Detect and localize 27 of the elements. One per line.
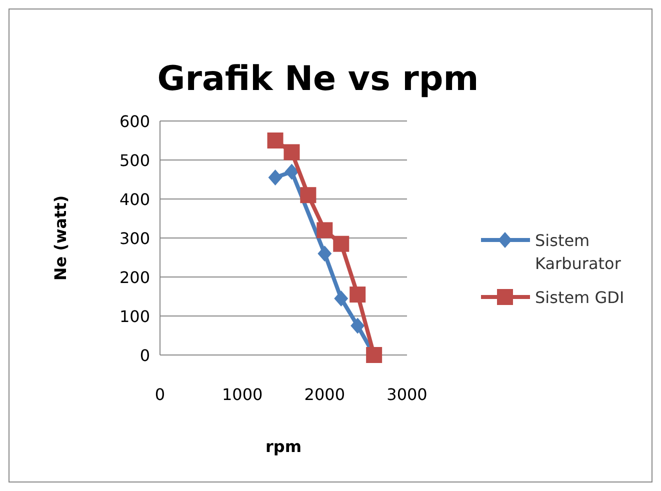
y-tick-label: 300 <box>119 229 150 248</box>
chart-title: Grafik Ne vs rpm <box>157 59 479 99</box>
y-tick-label: 0 <box>140 346 150 365</box>
point <box>350 318 365 334</box>
legend-label: Sistem GDI <box>535 288 624 307</box>
point <box>316 222 333 238</box>
legend-label: Sistem Karburator <box>535 231 622 273</box>
y-axis-title: Ne (watt) <box>51 195 70 281</box>
point <box>300 187 316 204</box>
point <box>334 290 348 306</box>
point <box>333 236 350 252</box>
x-tick-label: 1000 <box>222 385 263 404</box>
x-tick-label: 0 <box>154 385 166 404</box>
point <box>284 144 300 160</box>
y-tick-label: 200 <box>119 268 150 287</box>
y-tick-label: 600 <box>119 112 150 131</box>
point <box>350 286 366 303</box>
y-tick-label: 400 <box>119 190 150 209</box>
x-axis-title: rpm <box>265 437 302 456</box>
point <box>284 164 299 180</box>
y-tick-label: 500 <box>119 151 150 170</box>
y-tick-label: 100 <box>119 307 150 326</box>
point <box>318 246 332 262</box>
x-tick-label: 3000 <box>386 385 428 404</box>
point <box>268 170 282 186</box>
x-tick-label: 2000 <box>304 385 346 404</box>
point <box>267 132 284 148</box>
